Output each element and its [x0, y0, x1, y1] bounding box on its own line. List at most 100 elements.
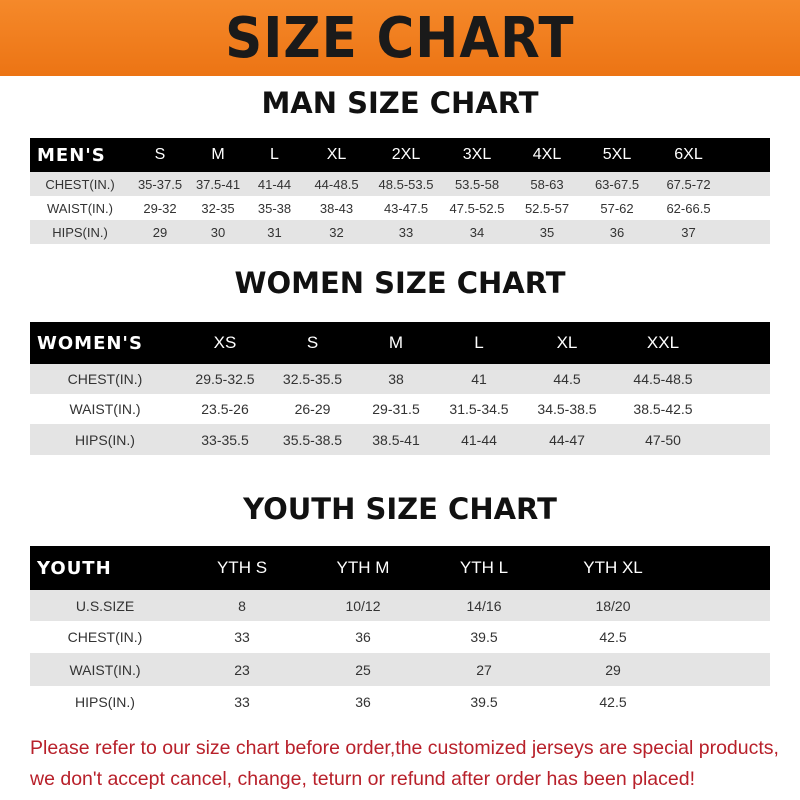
- table-row: WAIST(IN.) 23 25 27 29: [30, 653, 770, 686]
- table-cell: 27: [476, 661, 492, 678]
- youth-size-table: YOUTH YTH S YTH M YTH L YTH XL U.S.SIZE 8 10/12…: [30, 546, 770, 718]
- table-cell: 38.5-42.5: [633, 401, 693, 417]
- row-label: WAIST(IN.): [69, 661, 141, 678]
- table-cell: 38-43: [319, 200, 354, 216]
- table-cell: 47-50: [645, 431, 681, 448]
- table-cell: 48.5-53.5: [378, 176, 434, 192]
- table-cell: 35-38: [257, 200, 292, 216]
- table-cell: 33-35.5: [201, 431, 249, 448]
- size-header-cell: YTH S: [216, 558, 268, 577]
- table-cell: 32: [329, 224, 344, 240]
- men-section-title: MAN SIZE CHART: [261, 86, 539, 120]
- table-row: WAIST(IN.) 23.5-26 26-29 29-31.5 31.5-34.5 34…: [30, 394, 770, 424]
- table-cell: 30: [210, 224, 226, 240]
- table-cell: 29-31.5: [372, 401, 420, 417]
- table-cell: 35-37.5: [137, 176, 183, 192]
- table-cell: 23: [234, 661, 250, 678]
- table-cell: 67.5-72: [666, 176, 711, 192]
- size-header-cell: XL: [556, 333, 578, 352]
- table-cell: 26-29: [294, 401, 331, 417]
- row-label: U.S.SIZE: [75, 597, 135, 614]
- size-header-cell: XXL: [646, 333, 680, 352]
- row-label: WAIST(IN.): [47, 200, 113, 216]
- size-header-cell: M: [211, 146, 225, 163]
- table-row: WAIST(IN.) 29-32 32-35 35-38 38-43 43-47.5 47.…: [30, 196, 770, 220]
- table-cell: 42.5: [599, 629, 627, 645]
- table-header-row: YOUTH YTH S YTH M YTH L YTH XL: [30, 546, 770, 590]
- table-cell: 33: [234, 694, 250, 710]
- table-cell: 52.5-57: [524, 200, 570, 216]
- table-cell: 29: [152, 224, 168, 240]
- table-cell: 8: [238, 597, 246, 614]
- table-cell: 44.5-48.5: [633, 371, 693, 387]
- table-cell: 29.5-32.5: [195, 371, 255, 387]
- table-cell: 47.5-52.5: [449, 200, 505, 216]
- notice-line-1: Please refer to our size chart before or…: [30, 737, 779, 759]
- table-row: U.S.SIZE 8 10/12 14/16 18/20: [30, 590, 770, 621]
- size-header-cell: L: [270, 146, 279, 163]
- table-cell: 10/12: [345, 597, 381, 614]
- table-label-header: MEN'S: [37, 144, 106, 166]
- table-cell: 29: [605, 661, 621, 678]
- table-row: HIPS(IN.) 29 30 31 32 33 34 35 36 37: [30, 220, 770, 244]
- table-cell: 41-44: [461, 431, 497, 448]
- notice-line-2: we don't accept cancel, change, teturn o…: [30, 768, 695, 790]
- table-cell: 18/20: [595, 597, 631, 614]
- table-label-header: YOUTH: [37, 557, 112, 579]
- size-header-cell: XS: [213, 333, 237, 352]
- size-header-cell: M: [388, 333, 404, 352]
- table-row: HIPS(IN.) 33-35.5 35.5-38.5 38.5-41 41-44 44-…: [30, 424, 770, 455]
- table-cell: 44.5: [553, 371, 581, 387]
- table-cell: 33: [234, 629, 250, 645]
- table-cell: 34.5-38.5: [537, 401, 597, 417]
- table-cell: 31: [267, 224, 282, 240]
- row-label: HIPS(IN.): [52, 224, 108, 240]
- size-header-cell: S: [154, 146, 166, 163]
- page-title: SIZE CHART: [225, 5, 575, 71]
- table-cell: 37: [681, 224, 696, 240]
- table-cell: 44-48.5: [314, 176, 359, 192]
- table-label-header: WOMEN'S: [37, 332, 143, 354]
- size-header-cell: 2XL: [391, 146, 421, 163]
- table-cell: 42.5: [599, 694, 627, 710]
- table-cell: 37.5-41: [195, 176, 241, 192]
- table-cell: 38: [388, 371, 404, 387]
- table-cell: 31.5-34.5: [449, 401, 509, 417]
- size-header-cell: L: [474, 333, 484, 352]
- order-notice: Please refer to our size chart before or…: [30, 733, 790, 795]
- table-cell: 14/16: [466, 597, 502, 614]
- table-cell: 29-32: [143, 200, 177, 216]
- table-cell: 44-47: [549, 431, 585, 448]
- table-cell: 58-63: [530, 176, 564, 192]
- table-cell: 62-66.5: [666, 200, 711, 216]
- table-cell: 36: [355, 694, 371, 710]
- table-header-row: MEN'S S M L XL 2XL 3XL 4XL 5XL 6XL: [30, 138, 770, 172]
- table-cell: 63-67.5: [594, 176, 640, 192]
- table-row: CHEST(IN.) 33 36 39.5 42.5: [30, 621, 770, 653]
- size-header-cell: 5XL: [602, 146, 632, 163]
- table-row: HIPS(IN.) 33 36 39.5 42.5: [30, 686, 770, 718]
- size-header-cell: S: [306, 333, 319, 352]
- table-cell: 39.5: [470, 694, 498, 710]
- size-header-cell: YTH L: [459, 558, 509, 577]
- table-cell: 41: [471, 371, 487, 387]
- table-cell: 23.5-26: [201, 401, 249, 417]
- table-cell: 57-62: [600, 200, 634, 216]
- title-banner: SIZE CHART: [0, 0, 800, 76]
- table-cell: 39.5: [470, 629, 498, 645]
- youth-section-title: YOUTH SIZE CHART: [243, 492, 557, 526]
- table-cell: 34: [469, 224, 485, 240]
- row-label: WAIST(IN.): [69, 401, 141, 417]
- table-cell: 53.5-58: [454, 176, 500, 192]
- row-label: CHEST(IN.): [45, 176, 115, 192]
- size-header-cell: YTH M: [336, 558, 390, 577]
- table-cell: 32.5-35.5: [282, 371, 343, 387]
- table-cell: 41-44: [257, 176, 292, 192]
- size-header-cell: 3XL: [462, 146, 492, 163]
- table-cell: 36: [355, 629, 371, 645]
- women-section-title: WOMEN SIZE CHART: [234, 266, 566, 300]
- table-cell: 33: [398, 224, 414, 240]
- table-header-row: WOMEN'S XS S M L XL XXL: [30, 322, 770, 364]
- size-header-cell: 6XL: [674, 146, 703, 163]
- table-cell: 35.5-38.5: [282, 431, 343, 448]
